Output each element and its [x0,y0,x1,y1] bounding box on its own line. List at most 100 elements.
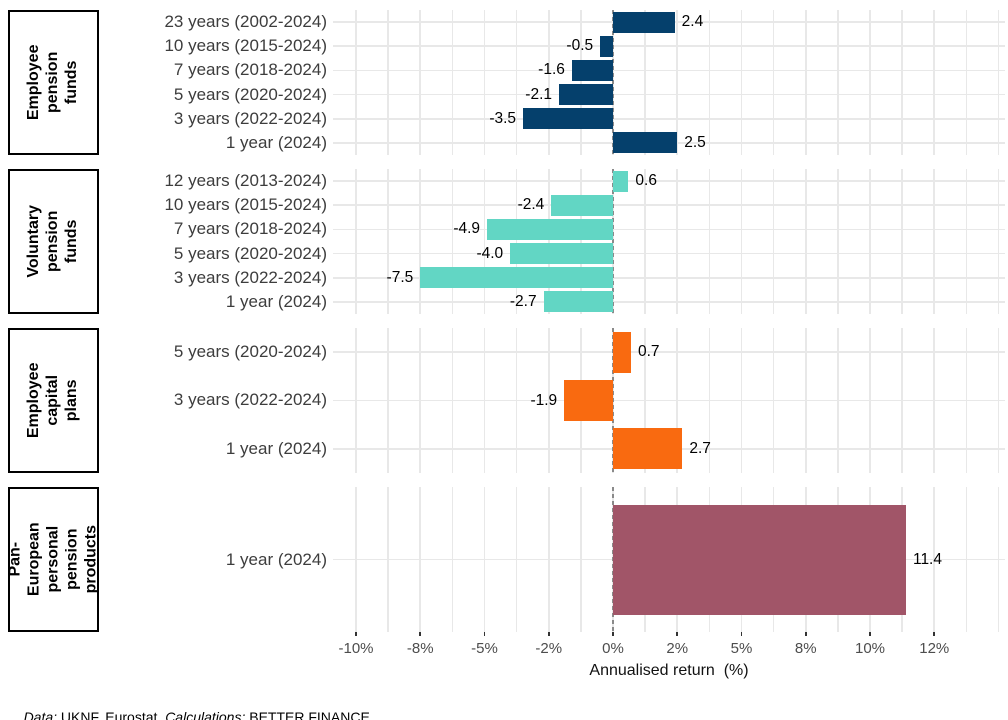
x-axis-tick [612,632,614,636]
v-gridline [451,169,454,314]
bar-value-label: -3.5 [489,109,517,127]
v-gridline [676,169,679,314]
y-axis-label: 3 years (2022-2024) [173,390,327,410]
v-gridline [869,10,871,155]
v-gridline [740,10,743,155]
facet-panel-employee-capital-plans: 0.7 -1.9 2.7 [333,328,1005,473]
v-gridline [772,10,775,155]
v-gridline [483,10,486,155]
v-gridline [933,10,936,155]
bar-value-label: -2.4 [517,196,545,214]
h-gridline [333,69,1005,72]
source-note-data-text: UKNF, Eurostat. [57,709,166,720]
bar-value-label: -0.5 [566,37,594,55]
y-axis-label: 12 years (2013-2024) [164,171,327,190]
v-gridline [804,169,807,314]
bar-employee-capital-plans-1-year-2024 [613,428,683,470]
facet-strip-voluntary-pension-funds: Voluntary pension funds [8,169,99,314]
x-axis-title: Annualised return (%) [589,662,749,679]
y-axis-label: 7 years (2018-2024) [173,60,327,80]
x-axis-tick-label: 8% [794,640,817,657]
bar-value-label: 11.4 [912,550,942,568]
x-axis-tick [676,632,679,636]
bar-value-label: -4.9 [453,220,481,238]
v-gridline [740,169,743,314]
v-gridline [965,169,968,314]
bar-voluntary-pension-funds-10-years-2015-2024 [551,194,613,216]
v-gridline [419,169,422,314]
h-gridline [333,93,1005,96]
v-gridline [804,10,807,155]
v-gridline [355,169,357,314]
bar-voluntary-pension-funds-5-years-2020-2024 [510,243,613,265]
y-axis-label: 5 years (2020-2024) [173,342,327,361]
v-gridline [933,169,936,314]
bar-employee-pension-funds-3-years-2022-2024 [523,108,613,130]
facet-strip-employee-pension-funds: Employee pension funds [8,10,99,155]
v-gridline [997,169,1000,314]
h-gridline [333,180,1005,182]
source-note-calculations-label: Calculations: [165,709,246,720]
x-axis-tick [355,632,357,636]
bar-value-label: 2.7 [689,439,711,457]
bar-value-label: -1.6 [538,61,565,79]
x-axis-tick-label: -5% [471,640,498,657]
bar-value-label: -2.7 [509,292,537,310]
x-axis-tick [547,632,550,636]
y-axis-label: 7 years (2018-2024) [173,219,327,239]
v-gridline [515,10,518,155]
zero-reference-line [612,328,614,473]
h-gridline [333,45,1005,48]
facet-strip-employee-capital-plans: Employee capital plans [8,328,99,473]
h-gridline [333,351,1005,353]
v-gridline [869,169,871,314]
y-axis-label: 23 years (2002-2024) [164,12,327,31]
y-axis-label: 1 year (2024) [225,550,327,569]
x-axis-tick [804,632,807,636]
x-axis-tick-label: -2% [535,640,563,657]
bar-voluntary-pension-funds-7-years-2018-2024 [487,218,613,240]
bar-employee-pension-funds-10-years-2015-2024 [600,35,613,57]
bar-employee-pension-funds-23-years-2002-2024 [613,11,675,33]
v-gridline [419,10,422,155]
y-axis-label: 1 year (2024) [225,438,327,458]
v-gridline [355,10,357,155]
v-gridline [451,10,454,155]
v-gridline [547,169,550,314]
v-gridline [837,10,839,155]
bar-employee-pension-funds-1-year-2024 [613,132,678,154]
v-gridline [644,169,646,314]
x-axis-tick [419,632,422,636]
bar-voluntary-pension-funds-1-year-2024 [543,291,613,313]
y-axis-label: 3 years (2022-2024) [173,108,327,128]
facet-panel-pan-european-personal-pension-products: 11.4 [333,487,1005,632]
v-gridline [708,10,711,155]
bar-pan-european-personal-pension-products-1-year-2024 [613,504,906,615]
bar-value-label: -1.9 [530,391,558,409]
x-axis-tick [869,632,871,636]
v-gridline [387,10,389,155]
bar-value-label: 0.7 [637,343,660,361]
v-gridline [483,169,486,314]
facet-strip-label: Pan-European personal pension products [6,522,99,597]
v-gridline [580,169,582,314]
h-gridline [333,276,1005,279]
y-axis-label: 5 years (2020-2024) [173,243,327,263]
v-gridline [580,10,582,155]
bar-voluntary-pension-funds-3-years-2022-2024 [420,267,613,289]
source-note-calculations-text: BETTER FINANCE. [245,709,374,720]
h-gridline [333,252,1005,255]
bar-value-label: -7.5 [386,268,414,286]
source-note-data-label: Data: [23,709,58,720]
v-gridline [965,10,968,155]
bar-employee-pension-funds-5-years-2020-2024 [559,84,613,106]
x-axis-tick-label: -10% [338,640,374,657]
v-gridline [708,169,711,314]
x-axis-tick-label: -8% [406,640,434,657]
facet-strip-label: Voluntary pension funds [25,205,80,278]
x-axis-tick [933,632,936,636]
y-axis-label: 5 years (2020-2024) [173,84,327,104]
v-gridline [547,10,550,155]
v-gridline [644,10,646,155]
